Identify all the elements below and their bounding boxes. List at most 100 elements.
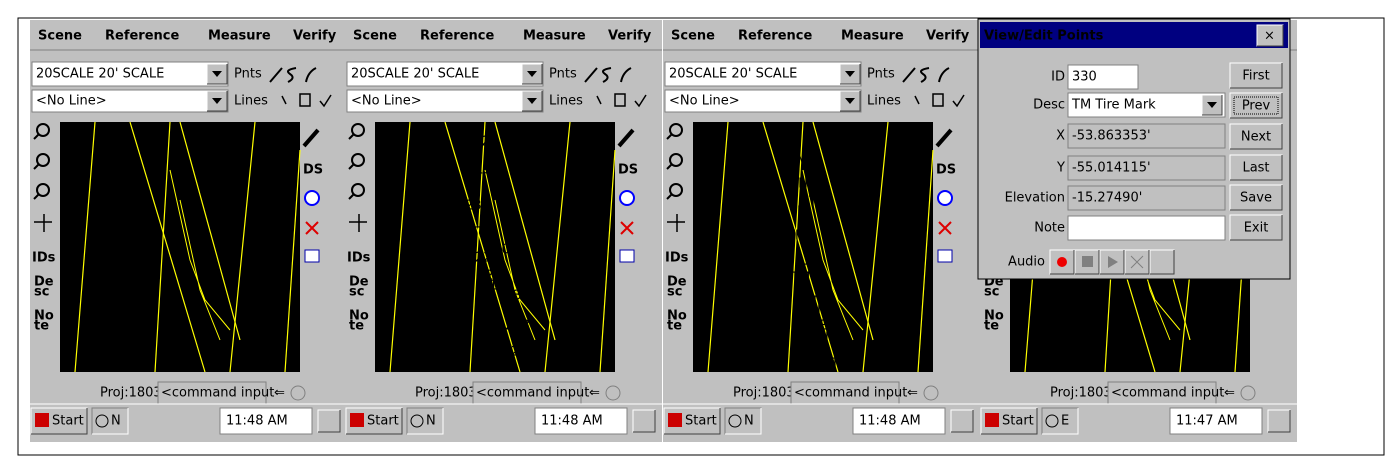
note-tool[interactable]: No [349, 309, 369, 324]
field-input[interactable] [1067, 123, 1226, 149]
task-button[interactable] [724, 407, 762, 435]
dialog-button-text[interactable]: Prev [1242, 99, 1271, 114]
cancel-icon[interactable] [1240, 385, 1256, 401]
menu-item[interactable]: Scene [38, 29, 82, 44]
zoom-icon[interactable] [351, 183, 365, 197]
scale-select[interactable] [664, 61, 862, 87]
zoom-icon[interactable] [36, 183, 50, 197]
ids-tool[interactable]: IDs [32, 251, 56, 266]
tray[interactable] [852, 407, 946, 435]
tray-icon[interactable] [632, 409, 656, 433]
desc-tool[interactable]: De [34, 275, 54, 290]
delete-icon[interactable] [305, 221, 319, 235]
note-tool[interactable]: No [34, 309, 54, 324]
zoom-icon[interactable] [36, 153, 50, 167]
note-tool[interactable]: No [667, 309, 687, 324]
dialog-button[interactable] [1229, 214, 1283, 241]
dialog-button[interactable] [1229, 184, 1283, 211]
table-icon[interactable] [937, 249, 953, 263]
enter-icon[interactable]: ⇐ [589, 386, 600, 401]
menu-item[interactable]: Measure [841, 29, 904, 44]
desc-tool[interactable]: sc [667, 285, 682, 300]
zoom-icon[interactable] [669, 153, 683, 167]
menu-item[interactable]: Verify [608, 29, 652, 44]
dialog-button-text[interactable]: Last [1242, 161, 1269, 176]
ds-tool[interactable]: DS [618, 163, 638, 178]
line-select[interactable] [31, 89, 229, 113]
dialog-button-text[interactable]: First [1242, 69, 1269, 84]
note-tool[interactable]: te [984, 319, 999, 334]
ds-tool[interactable]: DS [303, 163, 323, 178]
menu-item[interactable]: Reference [738, 29, 812, 44]
pencil-icon[interactable] [935, 128, 953, 148]
note-tool[interactable]: te [34, 319, 49, 334]
dialog-button[interactable] [1229, 62, 1283, 89]
enter-icon[interactable]: ⇐ [1224, 386, 1235, 401]
delete-icon[interactable] [938, 221, 952, 235]
tray[interactable] [219, 407, 313, 435]
pencil-icon[interactable] [617, 128, 635, 148]
note-tool[interactable]: te [349, 319, 364, 334]
field-input[interactable] [1067, 185, 1226, 211]
enter-icon[interactable]: ⇐ [274, 386, 285, 401]
dialog-button-text[interactable]: Next [1241, 130, 1271, 145]
info-icon[interactable] [937, 190, 953, 206]
delete-icon[interactable] [620, 221, 634, 235]
ds-tool[interactable]: DS [936, 163, 956, 178]
cancel-icon[interactable] [605, 385, 621, 401]
line-select[interactable] [664, 89, 862, 113]
task-button[interactable] [1041, 407, 1079, 435]
ids-tool[interactable]: IDs [347, 251, 371, 266]
desc-tool[interactable]: De [667, 275, 687, 290]
cancel-icon[interactable] [923, 385, 939, 401]
ids-tool[interactable]: IDs [665, 251, 689, 266]
info-icon[interactable] [619, 190, 635, 206]
table-icon[interactable] [304, 249, 320, 263]
menu-item[interactable]: Measure [208, 29, 271, 44]
field-input[interactable] [1067, 215, 1226, 241]
cancel-icon[interactable] [290, 385, 306, 401]
menu-item[interactable]: Verify [293, 29, 337, 44]
enter-icon[interactable]: ⇐ [907, 386, 918, 401]
line-select[interactable] [346, 89, 544, 113]
menu-item[interactable]: Verify [926, 29, 970, 44]
pin-icon[interactable] [349, 214, 367, 232]
task-button[interactable] [406, 407, 444, 435]
field-input[interactable] [1067, 92, 1226, 118]
scale-select[interactable] [31, 61, 229, 87]
info-icon[interactable] [304, 190, 320, 206]
desc-tool[interactable]: sc [349, 285, 364, 300]
pin-icon[interactable] [667, 214, 685, 232]
task-button[interactable] [91, 407, 129, 435]
zoom-icon[interactable] [669, 183, 683, 197]
tray-icon[interactable] [950, 409, 974, 433]
table-icon[interactable] [619, 249, 635, 263]
tray[interactable] [1169, 407, 1263, 435]
field-input[interactable] [1067, 155, 1226, 181]
field-input[interactable] [1067, 64, 1139, 90]
note-tool[interactable]: te [667, 319, 682, 334]
menu-item[interactable]: Measure [523, 29, 586, 44]
pin-icon[interactable] [34, 214, 52, 232]
tray-icon[interactable] [1267, 409, 1291, 433]
menu-item[interactable]: Reference [420, 29, 494, 44]
zoom-icon[interactable] [669, 123, 683, 137]
zoom-icon[interactable] [36, 123, 50, 137]
tray-icon[interactable] [317, 409, 341, 433]
desc-tool[interactable]: De [349, 275, 369, 290]
zoom-icon[interactable] [351, 153, 365, 167]
pencil-icon[interactable] [302, 128, 320, 148]
dialog-button[interactable] [1229, 123, 1283, 150]
menu-item[interactable]: Scene [671, 29, 715, 44]
desc-tool[interactable]: sc [34, 285, 49, 300]
audio-button[interactable] [1149, 249, 1175, 275]
scale-select[interactable] [346, 61, 544, 87]
note-tool[interactable]: No [984, 309, 1004, 324]
tray[interactable] [534, 407, 628, 435]
dialog-button-text[interactable]: Save [1240, 191, 1272, 206]
zoom-icon[interactable] [351, 123, 365, 137]
menu-item[interactable]: Scene [353, 29, 397, 44]
menu-item[interactable]: Reference [105, 29, 179, 44]
dialog-button-text[interactable]: Exit [1244, 221, 1269, 236]
desc-tool[interactable]: sc [984, 285, 999, 300]
